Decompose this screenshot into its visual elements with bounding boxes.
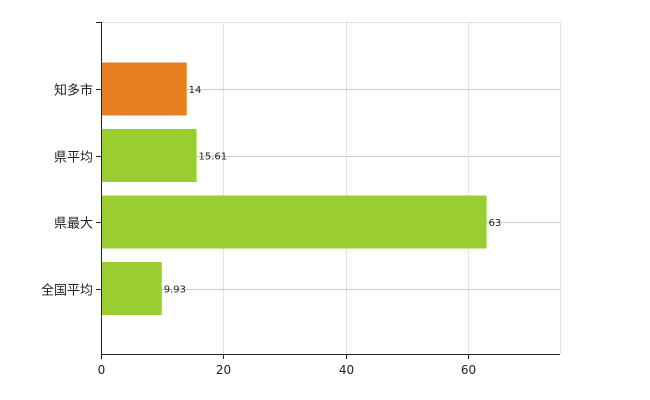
x-tick-label: 0 <box>98 363 106 377</box>
bar <box>102 129 197 182</box>
data-label: 9.93 <box>164 285 186 296</box>
bars <box>102 62 487 315</box>
x-tick-label: 40 <box>339 363 354 377</box>
data-label: 63 <box>489 218 502 229</box>
x-tick-label: 60 <box>461 363 476 377</box>
y-tick-label: 全国平均 <box>41 283 93 299</box>
bar <box>102 195 487 249</box>
data-labels: 14 15.61 63 9.93 <box>164 85 502 296</box>
data-label: 14 <box>189 85 202 96</box>
bar <box>102 62 187 116</box>
data-label: 15.61 <box>199 152 228 163</box>
y-tick-label: 県最大 <box>54 217 93 232</box>
y-tick-label: 県平均 <box>54 151 93 166</box>
y-tick-label: 知多市 <box>54 83 93 99</box>
x-tick-label: 20 <box>216 363 231 377</box>
bar <box>102 262 162 315</box>
